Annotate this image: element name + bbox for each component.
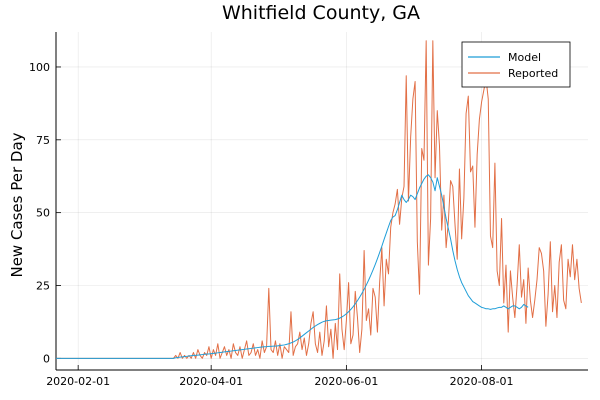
legend-label-reported: Reported — [508, 67, 558, 80]
x-tick-label: 2020-04-01 — [179, 375, 243, 388]
y-tick-label: 25 — [36, 280, 50, 293]
y-tick-label: 75 — [36, 134, 50, 147]
x-tick-label: 2020-02-01 — [46, 375, 110, 388]
y-tick-label: 100 — [29, 61, 50, 74]
x-tick-label: 2020-06-01 — [314, 375, 378, 388]
series-line-model — [56, 174, 529, 359]
legend-label-model: Model — [508, 51, 541, 64]
legend-box — [461, 41, 571, 88]
y-tick-label: 50 — [36, 207, 50, 220]
x-tick-label: 2020-08-01 — [450, 375, 514, 388]
y-axis-label: New Cases Per Day — [8, 132, 26, 277]
y-tick-label: 0 — [43, 352, 50, 365]
series-line-reported — [56, 40, 582, 359]
legend: Model Reported — [461, 41, 571, 88]
chart-title: Whitfield County, GA — [222, 2, 420, 24]
series-lines — [56, 40, 582, 359]
tick-labels: 2020-02-01 2020-04-01 2020-06-01 2020-08-01… — [29, 61, 514, 388]
